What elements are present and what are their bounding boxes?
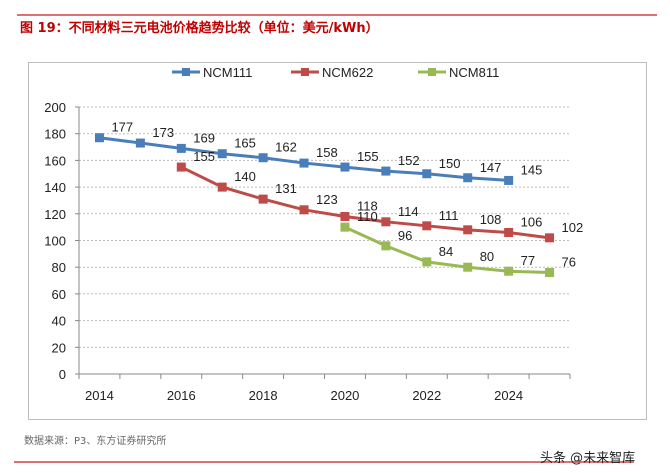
legend-label: NCM111 [203, 65, 252, 80]
data-point-NCM811 [422, 257, 432, 267]
x-tick-label: 2020 [330, 388, 359, 403]
data-point-NCM811 [545, 268, 555, 278]
x-tick-label: 2014 [85, 388, 114, 403]
data-point-NCM111 [176, 143, 186, 153]
figure-title: 图 19：不同材料三元电池价格趋势比较（单位：美元/kWh） [20, 21, 379, 36]
data-point-NCM811 [463, 262, 473, 272]
chart-frame [28, 62, 647, 420]
data-label: 96 [398, 228, 412, 243]
x-tick-label: 2024 [494, 388, 523, 403]
y-tick-label: 80 [52, 260, 66, 275]
data-point-NCM111 [299, 158, 309, 168]
data-label: 155 [193, 149, 215, 164]
x-tick-label: 2022 [412, 388, 441, 403]
y-tick-label: 200 [44, 100, 66, 115]
data-point-NCM622 [545, 233, 555, 243]
data-label: 145 [521, 162, 543, 177]
data-label: 150 [439, 156, 461, 171]
data-point-NCM111 [217, 149, 227, 159]
data-label: 165 [234, 136, 256, 151]
data-label: 131 [275, 181, 297, 196]
legend-marker-NCM111 [182, 68, 190, 76]
y-tick-label: 0 [59, 367, 66, 382]
data-point-NCM622 [176, 162, 186, 172]
data-point-NCM111 [94, 133, 104, 143]
data-point-NCM622 [217, 182, 227, 192]
data-point-NCM811 [504, 266, 514, 276]
y-tick-label: 100 [44, 234, 66, 249]
data-label: 140 [234, 169, 256, 184]
series-line-NCM811 [344, 225, 550, 275]
data-label: 114 [398, 204, 419, 219]
data-label: 110 [357, 209, 378, 224]
data-label: 102 [562, 220, 584, 235]
data-label: 80 [480, 249, 494, 264]
data-label: 155 [357, 149, 379, 164]
y-tick-label: 180 [44, 127, 66, 142]
data-label: 158 [316, 145, 338, 160]
data-label: 106 [521, 214, 543, 229]
data-point-NCM622 [504, 227, 514, 237]
y-tick-label: 40 [52, 314, 66, 329]
data-label: 77 [521, 253, 535, 268]
data-point-NCM111 [340, 162, 350, 172]
y-tick-label: 60 [52, 287, 66, 302]
data-label: 111 [439, 208, 459, 223]
legend-label: NCM622 [322, 65, 373, 80]
series-line-NCM622 [180, 165, 550, 240]
x-tick-label: 2018 [249, 388, 278, 403]
data-point-NCM622 [463, 225, 473, 235]
data-label: 108 [480, 212, 502, 227]
top-rule [17, 14, 657, 16]
y-tick-label: 20 [52, 340, 66, 355]
source-note: 数据来源：P3、东方证券研究所 [24, 436, 167, 447]
data-point-NCM111 [422, 169, 432, 179]
data-label: 162 [275, 140, 297, 155]
data-point-NCM111 [504, 175, 514, 185]
bottom-rule [14, 461, 634, 463]
legend-marker-NCM811 [428, 68, 436, 76]
y-tick-label: 120 [44, 207, 66, 222]
data-point-NCM622 [340, 211, 350, 221]
data-label: 152 [398, 153, 420, 168]
data-point-NCM111 [463, 173, 473, 183]
watermark: 头条 @未来智库 [540, 451, 636, 466]
data-label: 118 [357, 198, 378, 213]
data-label: 169 [193, 130, 215, 145]
y-tick-label: 160 [44, 153, 66, 168]
data-point-NCM111 [381, 166, 391, 176]
data-label: 177 [111, 120, 133, 135]
data-point-NCM622 [422, 221, 432, 231]
data-label: 123 [316, 192, 338, 207]
data-point-NCM811 [381, 241, 391, 251]
data-label: 147 [480, 160, 502, 175]
data-label: 84 [439, 244, 453, 259]
data-point-NCM111 [135, 138, 145, 148]
data-point-NCM111 [258, 153, 268, 163]
data-label: 76 [562, 255, 576, 270]
data-point-NCM811 [340, 222, 350, 232]
data-label: 173 [152, 125, 174, 140]
y-tick-label: 140 [44, 180, 66, 195]
data-point-NCM622 [258, 194, 268, 204]
data-point-NCM622 [299, 205, 309, 215]
legend-marker-NCM622 [301, 68, 309, 76]
data-point-NCM622 [381, 217, 391, 227]
x-tick-label: 2016 [167, 388, 196, 403]
legend-label: NCM811 [449, 65, 499, 80]
